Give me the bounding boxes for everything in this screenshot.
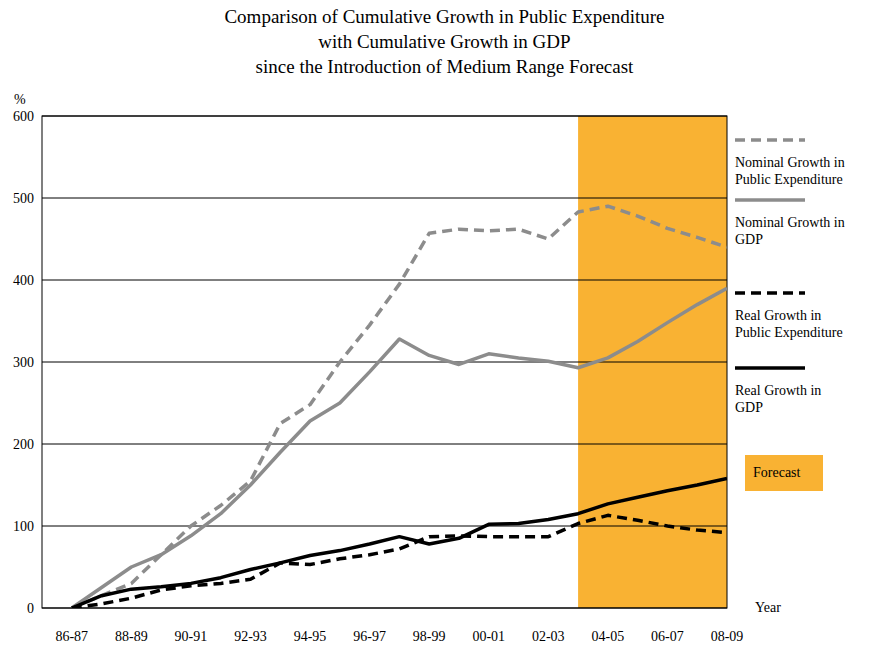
y-tick-label: 400 <box>13 273 34 288</box>
legend-label: Real Growth in GDP <box>735 382 885 416</box>
x-tick-label: 06-07 <box>651 629 684 644</box>
x-tick-label: 94-95 <box>294 629 327 644</box>
legend-swatch <box>735 366 805 370</box>
series-line <box>72 206 727 608</box>
grid-line <box>42 444 727 445</box>
x-tick-label: 00-01 <box>472 629 505 644</box>
grid-line <box>42 526 727 527</box>
y-tick-label: 600 <box>13 109 34 124</box>
lines-group <box>72 206 727 608</box>
x-tick-label: 86-87 <box>55 629 88 644</box>
x-tick-label: 98-99 <box>413 629 446 644</box>
grid-line <box>42 280 727 281</box>
y-tick-label: 0 <box>27 601 34 616</box>
chart: 0 100 200 300 400 500 600 86-87 88-89 90-91 92-93 9… <box>0 0 889 647</box>
legend-swatch <box>735 291 805 295</box>
y-axis-label: % <box>14 92 26 107</box>
legend-swatch <box>735 198 805 202</box>
grid-line <box>42 198 727 199</box>
y-tick-label: 300 <box>13 355 34 370</box>
y-tick-label: 500 <box>13 191 34 206</box>
plot-frame <box>42 116 727 608</box>
legend-label: Nominal Growth in Public Expenditure <box>735 154 885 188</box>
legend-label: Real Growth in Public Expenditure <box>735 307 885 341</box>
x-tick-label: 96-97 <box>353 629 386 644</box>
y-tick-label: 100 <box>13 519 34 534</box>
series-line <box>72 515 727 608</box>
legend-label: Nominal Growth in GDP <box>735 214 885 248</box>
forecast-legend: Forecast <box>745 455 823 491</box>
x-axis-label: Year <box>755 600 781 615</box>
y-tick-label: 200 <box>13 437 34 452</box>
title: Comparison of Cumulative Growth in Publi… <box>0 4 889 79</box>
x-tick-label: 08-09 <box>711 629 744 644</box>
x-tick-label: 02-03 <box>532 629 565 644</box>
x-tick-label: 92-93 <box>234 629 267 644</box>
series-line <box>72 288 727 608</box>
x-tick-label: 90-91 <box>175 629 208 644</box>
series-line <box>72 478 727 608</box>
x-tick-label: 88-89 <box>115 629 148 644</box>
grid-line <box>42 362 727 363</box>
legend-swatch <box>735 138 805 142</box>
x-tick-label: 04-05 <box>592 629 625 644</box>
